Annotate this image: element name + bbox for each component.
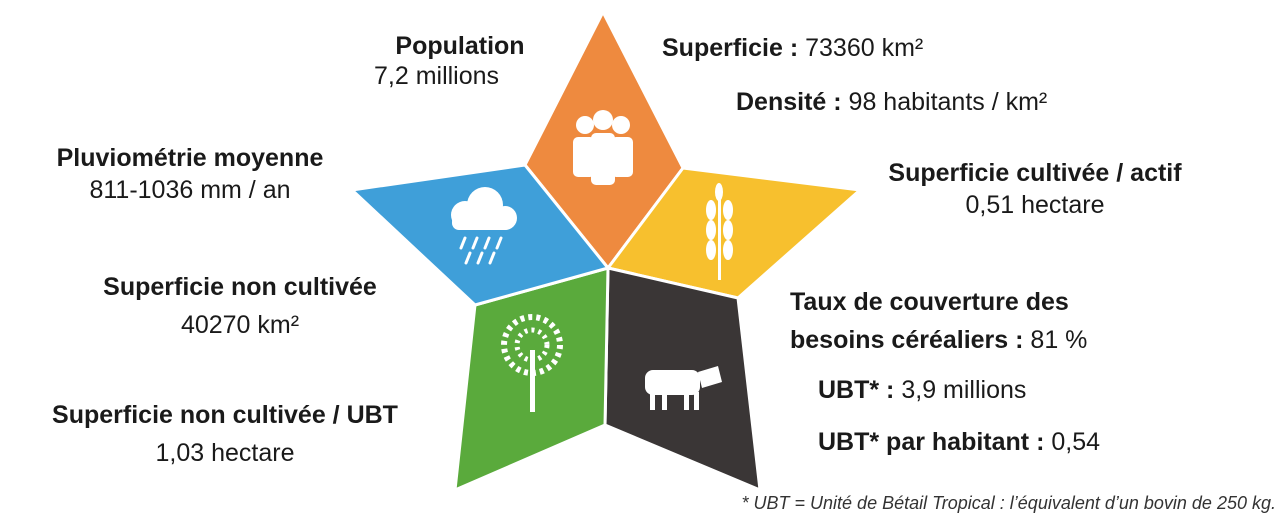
tree-icon (501, 314, 563, 412)
footnote: * UBT = Unité de Bétail Tropical : l’équ… (741, 493, 1276, 513)
text: Superficie non cultivée / UBT (52, 401, 398, 429)
text: Superficie : (662, 34, 799, 62)
people-icon (573, 110, 633, 185)
label: 7,2 millions (374, 60, 499, 92)
label: Population (360, 30, 560, 62)
text: UBT* : (818, 376, 895, 404)
cloud-icon (451, 187, 517, 265)
blue-point (350, 163, 610, 307)
text: Pluviométrie moyenne (56, 144, 324, 172)
text: 40270 km² (180, 311, 300, 339)
text: 1,03 hectare (155, 439, 295, 467)
label: Superficie non cultivée 40270 km² (60, 268, 420, 344)
label: Superficie non cultivée / UBT 1,03 hectar… (0, 396, 450, 472)
text: Taux de couverture des besoins céréalier… (790, 288, 1069, 354)
cow-icon (645, 366, 722, 410)
label: Superficie cultivée / actif 0,51 hectare (840, 157, 1230, 221)
text: Superficie non cultivée (103, 273, 377, 301)
label: Pluviométrie moyenne 811-1036 mm / an (20, 142, 360, 206)
text: 0,51 hectare (965, 191, 1105, 219)
text: 81 % (1030, 326, 1088, 354)
label: UBT* par habitant : 0,54 (818, 426, 1100, 458)
text: 7,2 millions (374, 62, 500, 90)
text: Superficie cultivée / actif (888, 159, 1182, 187)
text: Densité : (736, 88, 842, 116)
wheat-icon (706, 183, 733, 280)
text: 3,9 millions (901, 376, 1027, 404)
text: 98 habitants / km² (848, 88, 1048, 116)
label: Taux de couverture des besoins céréalier… (790, 283, 1170, 359)
text: 73360 km² (805, 34, 924, 62)
label: Superficie : 73360 km² (662, 32, 923, 64)
text: 811-1036 mm / an (89, 176, 291, 204)
text: 0,54 (1051, 428, 1101, 456)
label: Densité : 98 habitants / km² (736, 86, 1047, 118)
text: UBT* par habitant : (818, 428, 1045, 456)
text: Population (395, 32, 525, 60)
label: UBT* : 3,9 millions (818, 374, 1026, 406)
